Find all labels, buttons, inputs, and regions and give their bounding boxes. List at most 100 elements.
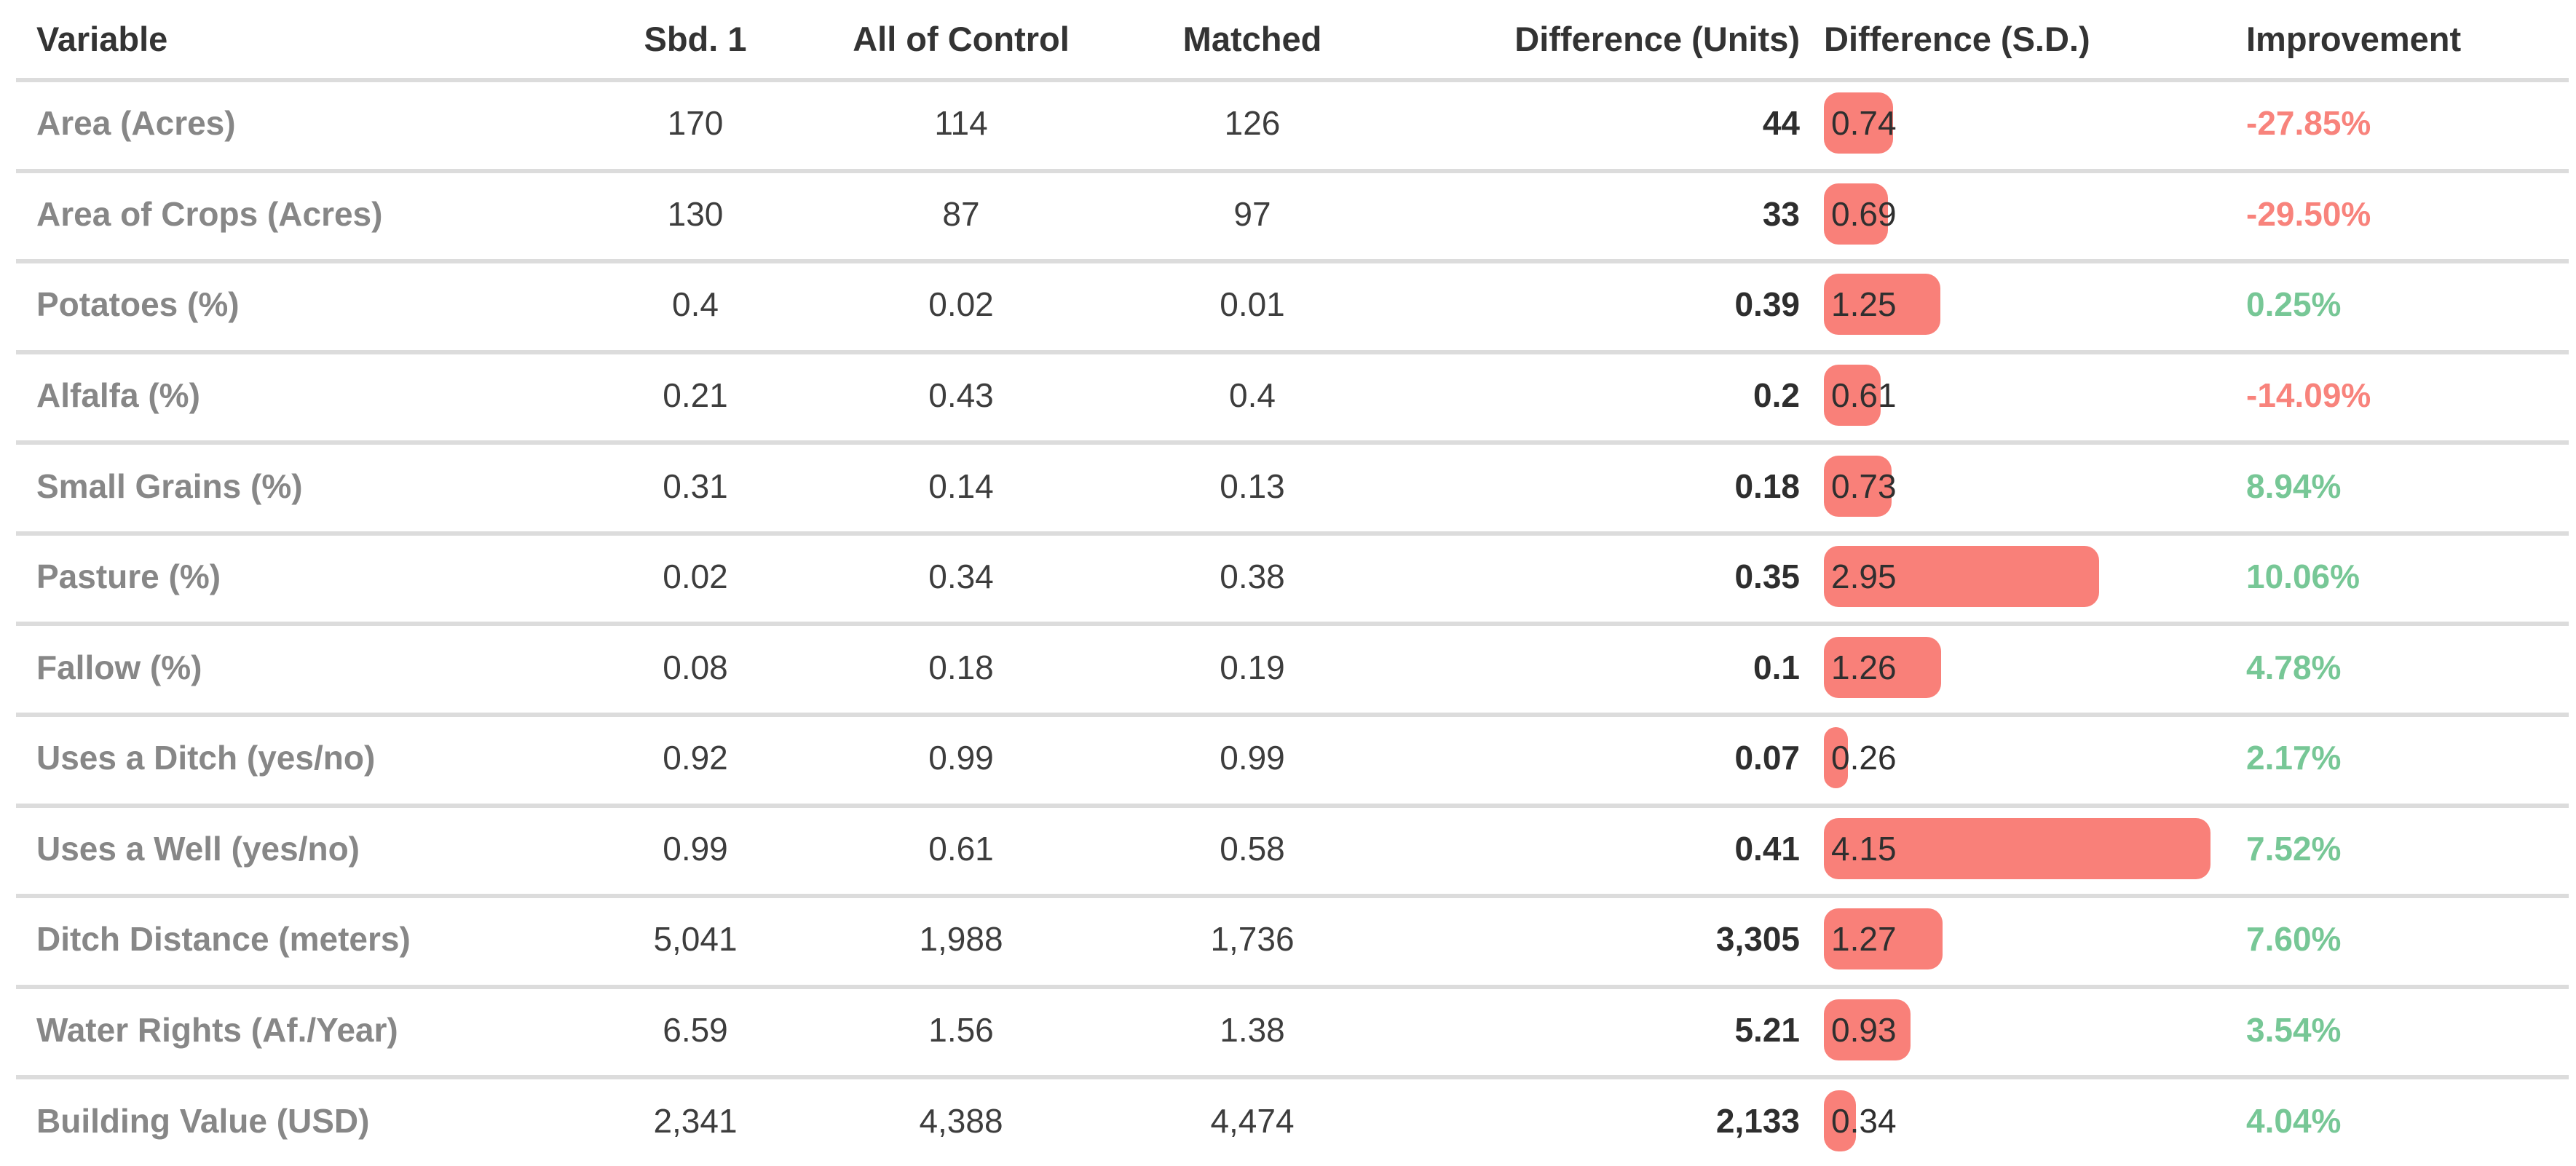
sd-value-label: 0.73: [1831, 467, 1897, 505]
cell-sbd1-value: 170: [667, 104, 724, 143]
column-header-matched: Matched: [1182, 20, 1322, 58]
cell-matched-value: 97: [1233, 194, 1271, 233]
cell-improvement-value: 4.78%: [2246, 648, 2342, 686]
cell-improvement-value: 7.52%: [2246, 829, 2342, 868]
column-header-improvement: Improvement: [2246, 20, 2462, 58]
cell-difference-units-value: 3,305: [1715, 920, 1800, 959]
cell-matched-value: 126: [1224, 104, 1281, 143]
cell-difference-sd: 0.34: [1800, 1090, 2228, 1151]
cell-improvement-value: -14.09%: [2246, 376, 2371, 415]
sd-bar: [1824, 636, 1942, 698]
sd-value-label: 4.15: [1831, 829, 1897, 868]
cell-difference-units-value: 0.07: [1734, 739, 1800, 777]
cell-matched-value: 0.58: [1220, 829, 1285, 868]
cell-matched-value: 0.13: [1220, 467, 1285, 505]
table-row: Fallow (%) 0.08 0.18 0.19 0.1 1.26 4.78%: [0, 622, 2576, 713]
sd-bar-group: 0.34: [1824, 1090, 2228, 1151]
cell-variable-label: Building Value (USD): [36, 1101, 370, 1140]
cell-matched-value: 0.01: [1220, 285, 1285, 324]
sd-bar: [1824, 365, 1881, 427]
table-row: Small Grains (%) 0.31 0.14 0.13 0.18 0.7…: [0, 440, 2576, 531]
cell-sbd1-value: 0.92: [663, 739, 728, 777]
cell-sbd1-value: 6.59: [663, 1011, 728, 1050]
cell-difference-sd: 2.95: [1800, 546, 2228, 608]
sd-value-label: 1.27: [1831, 920, 1897, 959]
sd-bar-group: 0.61: [1824, 365, 2228, 427]
table-body: Area (Acres) 170 114 126 44 0.74 -27.85%…: [0, 78, 2576, 1166]
cell-sbd1-value: 0.31: [663, 467, 728, 505]
cell-sbd1-value: 0.4: [672, 285, 719, 324]
cell-difference-units-value: 0.2: [1753, 376, 1800, 415]
sd-bar: [1824, 1090, 1856, 1151]
table-row: Potatoes (%) 0.4 0.02 0.01 0.39 1.25 0.2…: [0, 259, 2576, 350]
cell-variable-label: Water Rights (Af./Year): [36, 1011, 398, 1050]
cell-difference-sd: 0.73: [1800, 455, 2228, 517]
sd-bar: [1824, 274, 1940, 336]
cell-improvement-value: 8.94%: [2246, 467, 2342, 505]
cell-matched-value: 0.4: [1229, 376, 1276, 415]
cell-improvement-value: 4.04%: [2246, 1101, 2342, 1140]
cell-all-of-control-value: 0.02: [928, 285, 994, 324]
cell-variable-label: Uses a Ditch (yes/no): [36, 739, 376, 777]
cell-improvement-value: -29.50%: [2246, 194, 2371, 233]
cell-variable-label: Fallow (%): [36, 648, 202, 686]
cell-sbd1-value: 0.08: [663, 648, 728, 686]
sd-bar-group: 1.27: [1824, 908, 2228, 970]
table-row: Area (Acres) 170 114 126 44 0.74 -27.85%: [0, 78, 2576, 169]
table-header-row: Variable Sbd. 1 All of Control Matched D…: [0, 0, 2576, 78]
table-row: Ditch Distance (meters) 5,041 1,988 1,73…: [0, 894, 2576, 985]
sd-bar: [1824, 727, 1849, 789]
cell-sbd1-value: 0.99: [663, 829, 728, 868]
sd-bar-group: 2.95: [1824, 546, 2228, 608]
cell-difference-units-value: 0.18: [1734, 467, 1800, 505]
table-row: Uses a Well (yes/no) 0.99 0.61 0.58 0.41…: [0, 803, 2576, 895]
column-header-variable: Variable: [36, 20, 168, 58]
cell-all-of-control-value: 0.61: [928, 829, 994, 868]
cell-sbd1-value: 0.21: [663, 376, 728, 415]
table-row: Building Value (USD) 2,341 4,388 4,474 2…: [0, 1075, 2576, 1166]
cell-variable-label: Area (Acres): [36, 104, 236, 143]
cell-difference-sd: 4.15: [1800, 817, 2228, 879]
sd-bar: [1824, 546, 2099, 608]
cell-difference-units-value: 2,133: [1715, 1101, 1800, 1140]
sd-value-label: 0.26: [1831, 739, 1897, 777]
sd-value-label: 1.26: [1831, 648, 1897, 686]
cell-matched-value: 4,474: [1210, 1101, 1295, 1140]
sd-value-label: 0.61: [1831, 376, 1897, 415]
cell-difference-sd: 1.26: [1800, 636, 2228, 698]
cell-matched-value: 0.19: [1220, 648, 1285, 686]
cell-difference-units-value: 0.39: [1734, 285, 1800, 324]
cell-difference-sd: 0.26: [1800, 727, 2228, 789]
cell-difference-units-value: 44: [1762, 104, 1800, 143]
sd-value-label: 0.93: [1831, 1011, 1897, 1050]
cell-variable-label: Area of Crops (Acres): [36, 194, 383, 233]
cell-all-of-control-value: 0.99: [928, 739, 994, 777]
sd-value-label: 1.25: [1831, 285, 1897, 324]
cell-matched-value: 1.38: [1220, 1011, 1285, 1050]
column-header-all-of-control: All of Control: [853, 20, 1070, 58]
cell-sbd1-value: 5,041: [653, 920, 738, 959]
sd-bar-group: 0.74: [1824, 92, 2228, 154]
cell-variable-label: Alfalfa (%): [36, 376, 200, 415]
cell-all-of-control-value: 87: [942, 194, 980, 233]
cell-improvement-value: 10.06%: [2246, 558, 2360, 596]
cell-difference-sd: 0.93: [1800, 999, 2228, 1061]
cell-variable-label: Pasture (%): [36, 558, 221, 596]
table-row: Uses a Ditch (yes/no) 0.92 0.99 0.99 0.0…: [0, 713, 2576, 804]
cell-difference-units-value: 33: [1762, 194, 1800, 233]
cell-difference-units-value: 0.35: [1734, 558, 1800, 596]
cell-difference-units-value: 0.41: [1734, 829, 1800, 868]
sd-value-label: 2.95: [1831, 558, 1897, 596]
cell-all-of-control-value: 0.14: [928, 467, 994, 505]
cell-all-of-control-value: 4,388: [919, 1101, 1003, 1140]
cell-matched-value: 1,736: [1210, 920, 1295, 959]
sd-bar: [1824, 455, 1892, 517]
cell-all-of-control-value: 114: [934, 104, 988, 143]
cell-improvement-value: 0.25%: [2246, 285, 2342, 324]
sd-bar-group: 0.26: [1824, 727, 2228, 789]
cell-variable-label: Small Grains (%): [36, 467, 303, 505]
cell-improvement-value: -27.85%: [2246, 104, 2371, 143]
sd-bar-group: 1.25: [1824, 274, 2228, 336]
cell-all-of-control-value: 0.34: [928, 558, 994, 596]
sd-value-label: 0.69: [1831, 194, 1897, 233]
